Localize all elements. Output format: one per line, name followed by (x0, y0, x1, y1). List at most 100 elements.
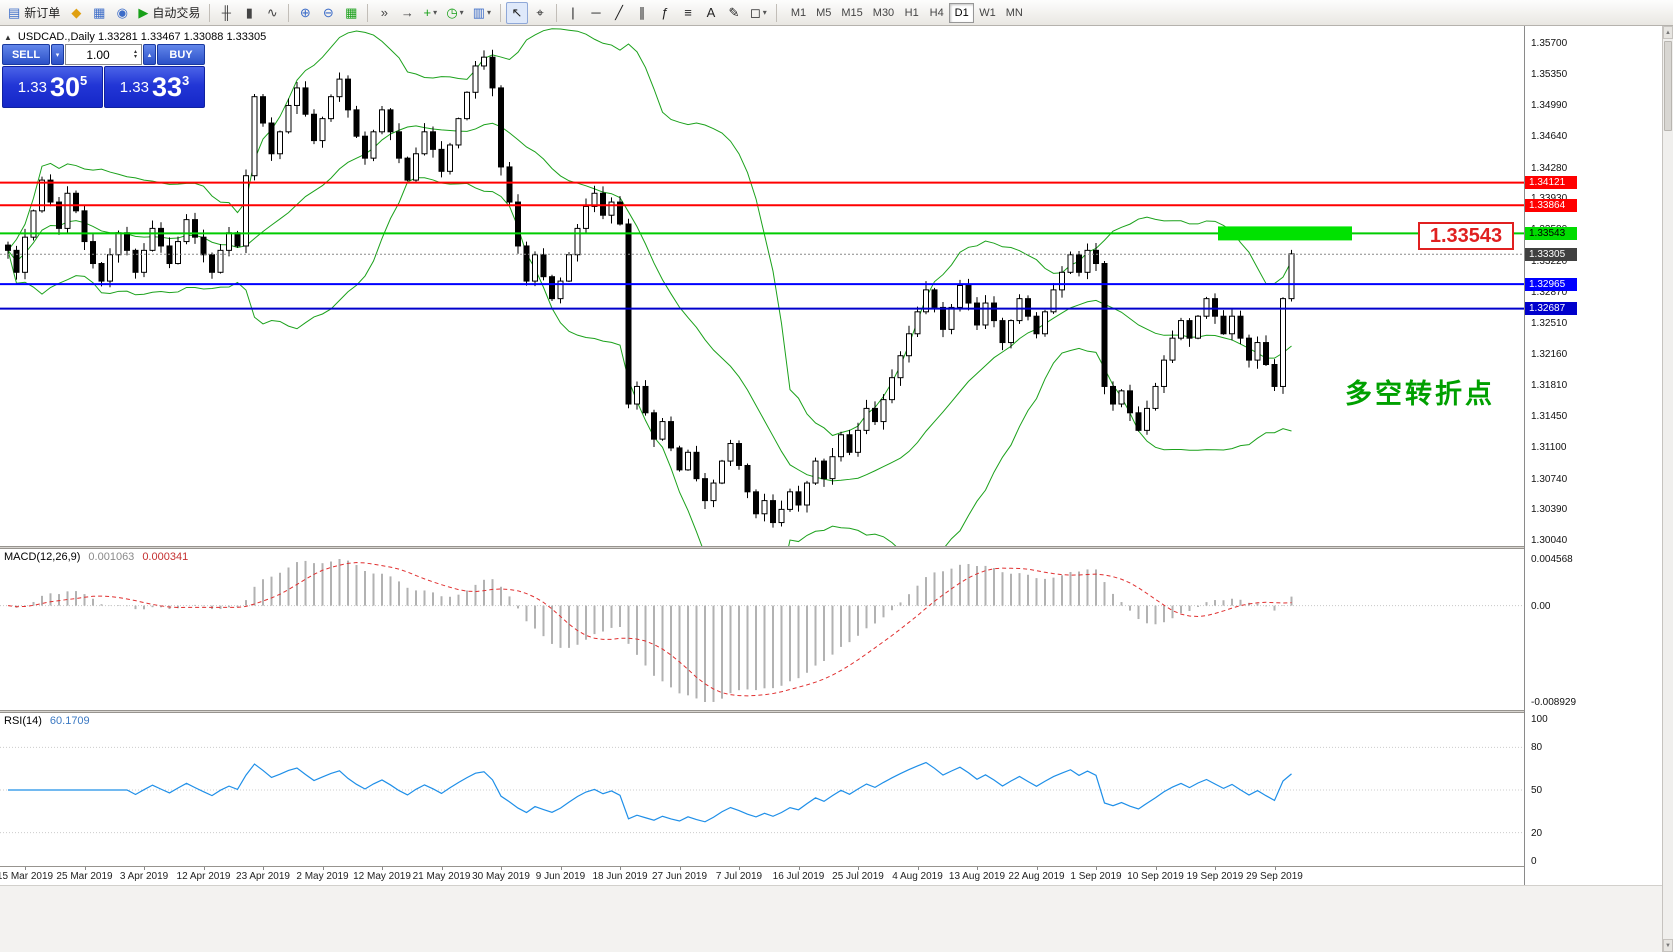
chart-shift-icon: → (400, 5, 414, 20)
price-axis-label: 1.30740 (1531, 473, 1568, 485)
zoom-out-button[interactable]: ⊖ (317, 2, 339, 24)
date-axis-tick (858, 867, 859, 870)
panel-separator[interactable] (0, 546, 1662, 549)
templates-icon: ▥ (472, 5, 485, 20)
templates-button[interactable]: ▥ ▾ (469, 2, 495, 24)
timeframe-button-mn[interactable]: MN (1005, 6, 1023, 19)
date-axis-label: 22 Aug 2019 (1008, 871, 1065, 882)
sell-dropdown-button[interactable]: ▾ (51, 44, 64, 65)
current-price-tag: 1.33305 (1525, 247, 1577, 261)
timeframe-button-h1[interactable]: H1 (904, 6, 919, 19)
timeframe-button-w1[interactable]: W1 (979, 6, 996, 19)
buy-button[interactable]: BUY (157, 44, 205, 65)
channel-button[interactable]: ∥ (631, 2, 653, 24)
volume-input[interactable]: 1.00 ▴ ▾ (65, 44, 142, 65)
date-axis-label: 2 May 2019 (296, 871, 349, 882)
charts-window-icon: ▦ (93, 5, 106, 20)
auto-scroll-button[interactable]: » (373, 2, 395, 24)
trendline-icon: ╱ (615, 5, 623, 20)
buy-price-big: 33 (151, 71, 182, 102)
data-window-button[interactable]: ◉ (111, 2, 133, 24)
timeframe-button-h4[interactable]: H4 (929, 6, 944, 19)
sell-price-sup: 5 (80, 73, 88, 88)
trendline-button[interactable]: ╱ (608, 2, 630, 24)
charts-window-button[interactable]: ▦ (88, 2, 110, 24)
shapes-button[interactable]: ◻ ▾ (746, 2, 771, 24)
date-axis-label: 12 Apr 2019 (176, 871, 231, 882)
text-button[interactable]: A (700, 2, 722, 24)
tile-windows-button[interactable]: ▦ (340, 2, 362, 24)
crosshair-button[interactable]: ⌖ (529, 2, 551, 24)
macd-axis-zero-label: 0.00 (1531, 600, 1551, 612)
date-axis-tick (917, 867, 919, 870)
date-axis-label: 3 Apr 2019 (119, 871, 169, 882)
auto-scroll-icon: » (380, 5, 388, 20)
main-toolbar: ▤ 新订单 ◆ ▦ ◉ ▶ 自动交易 ╫ ▮ ∿ ⊕ ⊖ ▦» → + ▾ ◷ ▾ ▥ ▾ ↖ ⌖ | ─ ╱ ∥ ƒ ≡ A ✎ ◻ ▾ M1… (0, 0, 1673, 26)
line-chart-icon: ∿ (266, 5, 278, 20)
price-chart-canvas[interactable] (0, 26, 1524, 546)
levels-button[interactable]: ≡ (677, 2, 699, 24)
buy-dropdown-button[interactable]: ▴ (143, 44, 156, 65)
panel-separator[interactable] (0, 710, 1662, 713)
price-callout-label[interactable]: 1.33543 (1418, 222, 1514, 250)
toolbar-separator (775, 3, 777, 22)
trade-panel-toggle-icon[interactable]: ▲ (4, 32, 12, 42)
macd-panel[interactable]: MACD(12,26,9) 0.001063 0.000341 (0, 549, 1524, 710)
new-order-button[interactable]: ▤ 新订单 (4, 2, 64, 24)
scroll-down-button[interactable]: ▼ (1663, 939, 1673, 952)
date-axis-label: 27 Jun 2019 (651, 871, 708, 882)
price-axis-label: 1.34990 (1531, 100, 1568, 112)
date-axis-label: 10 Sep 2019 (1127, 871, 1184, 882)
rsi-value: 60.1709 (49, 715, 90, 727)
zoom-in-button[interactable]: ⊕ (294, 2, 316, 24)
label-button[interactable]: ✎ (723, 2, 745, 24)
buy-price-box[interactable]: 1.33 33 3 (104, 66, 205, 108)
timeframe-button-m30[interactable]: M30 (872, 6, 895, 19)
autotrading-icon: ▶ (138, 5, 149, 20)
cursor-button[interactable]: ↖ (506, 1, 528, 24)
date-axis-tick (1274, 867, 1276, 870)
volume-spinner[interactable]: ▴ ▾ (130, 49, 141, 60)
timeframe-button-m5[interactable]: M5 (816, 6, 832, 19)
one-click-trading-panel: SELL ▾ 1.00 ▴ ▾ ▴ BUY 1.33 30 5 1.33 33 (2, 44, 205, 108)
rsi-title: RSI(14) (4, 715, 42, 727)
price-axis-label: 1.32870 (1531, 286, 1568, 298)
date-axis-tick (977, 867, 978, 870)
highlight-rectangle[interactable] (1218, 226, 1352, 241)
toolbar-separator (209, 3, 211, 22)
rsi-axis-label: 80 (1531, 742, 1543, 754)
date-axis-tick (501, 867, 502, 870)
ohlc-bars-button[interactable]: ╫ (215, 2, 237, 24)
indicators-button[interactable]: + ▾ (419, 2, 441, 24)
periods-button[interactable]: ◷ ▾ (442, 2, 467, 24)
timeframe-button-d1[interactable]: D1 (949, 2, 975, 23)
chart-annotation-text[interactable]: 多空转折点 (1345, 379, 1495, 409)
sell-price-box[interactable]: 1.33 30 5 (2, 66, 103, 108)
horizontal-line-button[interactable]: ─ (585, 2, 607, 24)
rsi-panel[interactable]: RSI(14) 60.1709 (0, 713, 1524, 866)
dropdown-arrow-icon: ▾ (459, 8, 464, 17)
chart-shift-button[interactable]: → (396, 2, 418, 24)
line-chart-button[interactable]: ∿ (261, 2, 283, 24)
new-order-icon: ▤ (8, 5, 21, 20)
date-axis-label: 7 Jul 2019 (715, 871, 763, 882)
scroll-up-button[interactable]: ▲ (1663, 26, 1673, 39)
autotrading-button[interactable]: ▶ 自动交易 (134, 2, 204, 24)
price-axis-label: 1.30040 (1531, 535, 1568, 546)
timeframe-button-m1[interactable]: M1 (790, 6, 807, 19)
fibonacci-button[interactable]: ƒ (654, 2, 676, 24)
levels-icon: ≡ (684, 5, 692, 20)
profiles-button[interactable]: ◆ (65, 2, 87, 24)
profiles-icon: ◆ (71, 5, 82, 20)
timeframe-button-m15[interactable]: M15 (841, 6, 863, 19)
date-axis-tick (1155, 867, 1157, 870)
scrollbar-thumb[interactable] (1664, 41, 1672, 131)
candlestick-button[interactable]: ▮ (238, 2, 260, 24)
vertical-scrollbar[interactable]: ▲ ▼ (1662, 26, 1673, 952)
main-chart-panel[interactable]: ▲ USDCAD.,Daily 1.33281 1.33467 1.33088 … (0, 26, 1524, 546)
sell-button[interactable]: SELL (2, 44, 50, 65)
vertical-line-button[interactable]: | (562, 2, 584, 24)
price-axis-label: 1.33220 (1531, 255, 1568, 267)
price-tag-1.33543: 1.33543 (1525, 226, 1577, 240)
date-axis-label: 16 Jul 2019 (772, 871, 825, 882)
